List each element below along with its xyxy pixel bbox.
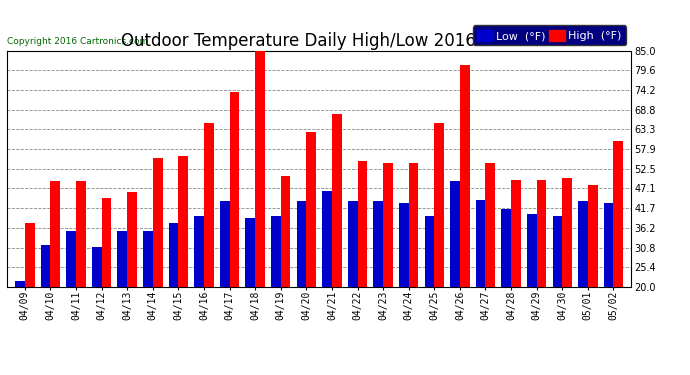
Bar: [76, 182, 86, 287]
Bar: [373, 201, 383, 287]
Bar: [502, 209, 511, 287]
Bar: [41, 245, 50, 287]
Bar: [460, 65, 470, 287]
Bar: [127, 192, 137, 287]
Text: Copyright 2016 Cartronics.com: Copyright 2016 Cartronics.com: [7, 37, 148, 46]
Bar: [348, 201, 357, 287]
Bar: [562, 178, 572, 287]
Bar: [424, 216, 434, 287]
Bar: [475, 200, 486, 287]
Bar: [613, 141, 623, 287]
Bar: [143, 231, 152, 287]
Bar: [50, 182, 60, 287]
Bar: [511, 180, 521, 287]
Bar: [383, 163, 393, 287]
Bar: [117, 231, 127, 287]
Bar: [399, 203, 408, 287]
Legend: Low  (°F), High  (°F): Low (°F), High (°F): [473, 26, 626, 45]
Bar: [195, 216, 204, 287]
Bar: [537, 180, 546, 287]
Bar: [66, 231, 76, 287]
Bar: [450, 182, 460, 287]
Bar: [486, 163, 495, 287]
Bar: [168, 223, 179, 287]
Bar: [527, 214, 537, 287]
Bar: [588, 185, 598, 287]
Title: Outdoor Temperature Daily High/Low 20160503: Outdoor Temperature Daily High/Low 20160…: [121, 33, 517, 51]
Bar: [246, 218, 255, 287]
Bar: [434, 123, 444, 287]
Bar: [230, 92, 239, 287]
Bar: [101, 198, 111, 287]
Bar: [332, 114, 342, 287]
Bar: [578, 201, 588, 287]
Bar: [152, 158, 163, 287]
Bar: [179, 156, 188, 287]
Bar: [553, 216, 562, 287]
Bar: [322, 190, 332, 287]
Bar: [92, 247, 101, 287]
Bar: [408, 163, 418, 287]
Bar: [255, 51, 265, 287]
Bar: [25, 223, 34, 287]
Bar: [271, 216, 281, 287]
Bar: [306, 132, 316, 287]
Bar: [15, 281, 25, 287]
Bar: [297, 201, 306, 287]
Bar: [281, 176, 290, 287]
Bar: [604, 203, 613, 287]
Bar: [357, 162, 367, 287]
Bar: [220, 201, 230, 287]
Bar: [204, 123, 214, 287]
